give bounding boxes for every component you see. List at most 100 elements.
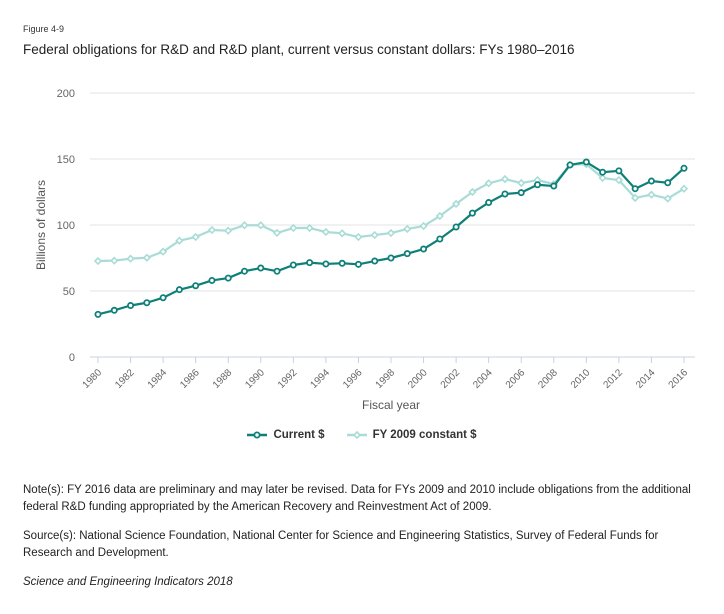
x-tick-label: 1984 — [146, 367, 170, 391]
data-point-current — [631, 185, 639, 193]
data-point-current — [582, 158, 590, 166]
data-point-current — [680, 164, 688, 172]
x-tick-label: 2000 — [406, 367, 430, 391]
note-text: Note(s): FY 2016 data are preliminary an… — [23, 484, 691, 513]
data-point-constant — [435, 211, 444, 221]
data-point-constant — [679, 184, 689, 193]
data-point-constant — [484, 179, 493, 188]
legend-swatch-current-icon — [247, 431, 268, 439]
data-point-current — [192, 282, 200, 290]
x-axis: 1980 1982 1984 1986 1988 1990 1992 1994 1996 1998… — [81, 356, 695, 391]
legend-item-constant[interactable]: FY 2009 constant $ — [346, 429, 477, 441]
data-point-constant — [93, 256, 103, 266]
data-point-constant — [370, 230, 379, 240]
data-point-current — [403, 250, 411, 258]
data-point-current — [110, 306, 118, 314]
data-point-current — [436, 235, 444, 243]
y-tick-label: 0 — [69, 352, 75, 364]
data-point-current — [208, 276, 216, 284]
x-tick-label: 1980 — [81, 367, 105, 391]
gridlines — [90, 92, 695, 292]
x-tick-label: 2004 — [471, 367, 495, 391]
data-point-current — [647, 177, 655, 185]
data-point-constant — [289, 223, 298, 233]
data-point-constant — [126, 254, 135, 263]
data-point-constant — [614, 175, 624, 185]
data-point-current — [143, 299, 151, 307]
figure-label: Figure 4-9 — [23, 24, 65, 34]
data-point-constant — [321, 227, 331, 237]
data-point-current — [175, 286, 183, 294]
chart-title: Federal obligations for R&D and R&D plan… — [23, 42, 575, 57]
data-point-current — [517, 189, 525, 197]
legend-swatch-constant-icon — [346, 430, 367, 440]
data-point-current — [534, 181, 542, 189]
data-point-current — [485, 199, 493, 207]
data-point-constant — [272, 228, 282, 238]
data-point-current — [127, 302, 135, 310]
x-tick-label: 1990 — [243, 367, 267, 391]
legend-label-current: Current $ — [273, 429, 325, 441]
data-point-constant — [158, 247, 168, 256]
data-point-current — [566, 161, 574, 169]
data-point-current — [257, 264, 265, 272]
data-point-constant — [517, 178, 526, 188]
data-point-current — [550, 182, 558, 190]
x-tick-label: 1992 — [276, 367, 300, 391]
data-point-constant — [631, 193, 640, 203]
data-point-current — [664, 179, 672, 187]
x-tick-label: 1996 — [341, 367, 365, 391]
data-point-current — [615, 167, 623, 175]
y-axis-label: Billions of dollars — [34, 180, 48, 270]
data-point-constant — [207, 225, 217, 235]
data-point-current — [322, 260, 330, 268]
series-group — [93, 158, 689, 318]
data-point-current — [306, 259, 314, 267]
legend-item-current[interactable]: Current $ — [247, 429, 325, 441]
data-point-constant — [224, 226, 233, 235]
data-point-current — [273, 267, 281, 275]
x-tick-label: 1982 — [113, 367, 137, 391]
x-tick-label: 1986 — [178, 367, 202, 391]
data-point-current — [94, 310, 102, 318]
x-tick-label: 2012 — [601, 367, 625, 391]
data-point-current — [420, 245, 428, 253]
x-tick-label: 1998 — [374, 367, 398, 391]
x-tick-label: 2008 — [536, 367, 560, 391]
data-point-constant — [338, 229, 347, 238]
data-point-constant — [110, 256, 119, 265]
y-tick-label: 50 — [63, 286, 75, 298]
source-text: Source(s): National Science Foundation, … — [23, 530, 659, 559]
data-point-constant — [386, 228, 396, 238]
data-point-current — [501, 190, 509, 198]
data-point-current — [338, 259, 346, 267]
y-tick-label: 200 — [57, 88, 75, 100]
data-point-constant — [663, 194, 672, 203]
data-point-current — [468, 209, 476, 217]
x-axis-label: Fiscal year — [362, 398, 420, 412]
data-point-constant — [647, 190, 656, 199]
series-current — [94, 158, 688, 318]
x-tick-label: 2016 — [667, 367, 691, 391]
data-point-constant — [142, 253, 151, 262]
data-point-constant — [419, 221, 428, 231]
x-tick-label: 2010 — [569, 367, 593, 391]
data-point-current — [387, 254, 395, 262]
x-tick-label: 2002 — [439, 367, 463, 391]
line-constant — [97, 163, 685, 263]
data-point-current — [452, 223, 460, 231]
x-tick-label: 1988 — [211, 367, 235, 391]
data-point-current — [224, 274, 232, 282]
legend: Current $ FY 2009 constant $ — [0, 429, 724, 441]
data-point-constant — [500, 174, 510, 184]
data-point-current — [371, 257, 379, 265]
legend-label-constant: FY 2009 constant $ — [372, 429, 477, 441]
data-point-constant — [451, 199, 461, 209]
y-axis-ticks: 0 50 100 150 200 — [57, 88, 75, 364]
data-point-constant — [598, 173, 607, 183]
data-point-constant — [305, 223, 314, 233]
x-tick-label: 1994 — [308, 367, 332, 391]
x-tick-label: 2014 — [634, 367, 658, 391]
data-point-current — [354, 260, 362, 268]
x-tick-label: 2006 — [504, 367, 528, 391]
